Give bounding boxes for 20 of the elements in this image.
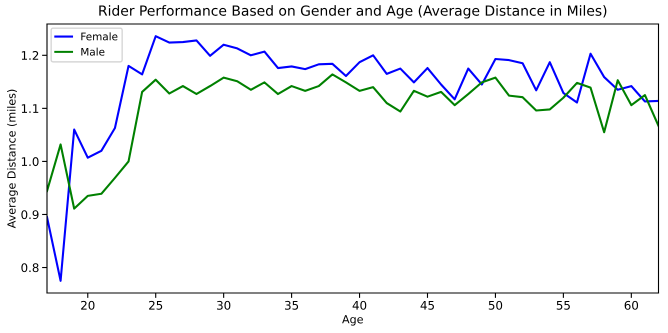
x-tick-label: 50 (488, 300, 502, 310)
x-tick-label: 55 (556, 301, 570, 310)
y-tick-label: 1.2 (22, 51, 38, 60)
x-tick-label: 60 (624, 300, 638, 310)
x-tick-label: 40 (352, 300, 366, 310)
x-tick-label: 45 (420, 301, 434, 310)
y-tick-label: 0.9 (21, 210, 39, 220)
y-tick-label: 1.0 (22, 157, 39, 166)
line-series (47, 73, 658, 210)
x-tick-label: 30 (217, 300, 230, 310)
legend-label: Male (81, 48, 104, 56)
x-tick-label: 20 (81, 300, 94, 310)
y-tick-label: 1.1 (22, 104, 38, 113)
x-tick-label: 35 (284, 300, 298, 310)
y-axis-title: Average Distance (miles) (7, 90, 18, 228)
chart-title: Rider Performance Based on Gender and Age (Average Distance in Miles) (99, 5, 606, 19)
x-tick-label: 25 (149, 300, 162, 310)
legend-label: Female (81, 32, 118, 40)
x-axis-title: Age (342, 315, 363, 326)
y-tick-label: 0.8 (21, 263, 39, 272)
